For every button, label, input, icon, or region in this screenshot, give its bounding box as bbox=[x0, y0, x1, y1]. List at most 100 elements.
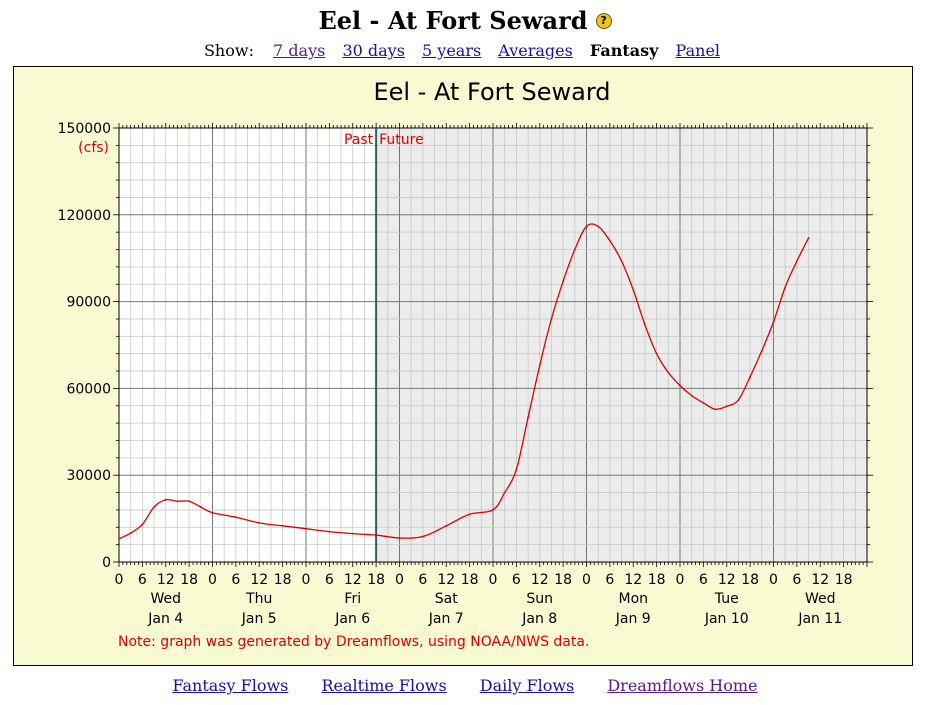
x-hour-label: 0 bbox=[582, 572, 591, 588]
x-hour-label: 6 bbox=[605, 572, 614, 588]
x-day-date: Jan 5 bbox=[241, 611, 277, 627]
data-point bbox=[655, 352, 658, 355]
x-hour-label: 0 bbox=[115, 572, 124, 588]
data-point bbox=[807, 237, 810, 239]
data-point bbox=[199, 506, 202, 508]
footer-link-realtime-flows[interactable]: Realtime Flows bbox=[321, 676, 447, 695]
y-tick-label: 60000 bbox=[66, 381, 111, 397]
x-hour-label: 0 bbox=[302, 572, 311, 588]
y-tick-label: 30000 bbox=[66, 468, 111, 484]
data-point bbox=[164, 498, 167, 501]
data-point bbox=[725, 405, 728, 408]
x-day-date: Jan 11 bbox=[797, 611, 842, 627]
footer-link-dreamflows-home[interactable]: Dreamflows Home bbox=[607, 676, 758, 695]
data-point bbox=[445, 524, 448, 527]
data-point bbox=[129, 532, 132, 534]
data-point bbox=[714, 408, 716, 411]
data-point bbox=[749, 375, 752, 378]
data-point bbox=[679, 384, 681, 387]
data-point bbox=[421, 535, 424, 538]
x-hour-label: 18 bbox=[461, 572, 479, 588]
data-point bbox=[772, 320, 775, 323]
x-hour-label: 0 bbox=[676, 572, 685, 588]
x-hour-label: 6 bbox=[325, 572, 334, 588]
x-day-name: Sun bbox=[526, 591, 553, 607]
data-point bbox=[176, 500, 179, 503]
data-point bbox=[597, 225, 600, 228]
x-day-date: Jan 9 bbox=[615, 611, 651, 627]
x-day-name: Wed bbox=[150, 591, 181, 607]
x-day-name: Wed bbox=[805, 591, 836, 607]
chart-note: Note: graph was generated by Dreamflows,… bbox=[118, 634, 589, 650]
x-day-date: Jan 6 bbox=[334, 611, 370, 627]
data-point bbox=[573, 248, 576, 251]
data-point bbox=[690, 394, 693, 397]
footer-link-daily-flows[interactable]: Daily Flows bbox=[479, 676, 575, 695]
future-label: Future bbox=[379, 132, 424, 148]
x-hour-label: 6 bbox=[699, 572, 708, 588]
data-point bbox=[503, 491, 506, 494]
view-selector: Show: 7 days 30 days 5 years Averages Fa… bbox=[0, 41, 930, 60]
x-hour-label: 6 bbox=[138, 572, 147, 588]
link-30-days[interactable]: 30 days bbox=[342, 41, 405, 60]
link-panel[interactable]: Panel bbox=[675, 41, 721, 60]
x-day-date: Jan 7 bbox=[428, 611, 464, 627]
y-tick-label: 120000 bbox=[58, 208, 111, 224]
data-point bbox=[211, 511, 214, 514]
help-icon[interactable]: ? bbox=[595, 12, 612, 29]
page-title: Eel - At Fort Seward? bbox=[0, 6, 930, 35]
x-hour-label: 18 bbox=[648, 572, 666, 588]
data-point bbox=[527, 416, 529, 419]
link-7-days[interactable]: 7 days bbox=[273, 41, 326, 60]
data-point bbox=[234, 516, 237, 519]
data-point bbox=[644, 323, 646, 326]
x-day-date: Jan 10 bbox=[704, 611, 749, 627]
x-day-name: Fri bbox=[344, 591, 361, 607]
data-point bbox=[305, 527, 307, 530]
x-hour-label: 0 bbox=[208, 572, 217, 588]
x-hour-label: 0 bbox=[489, 572, 498, 588]
data-point bbox=[608, 239, 611, 242]
data-point bbox=[784, 286, 787, 289]
data-point bbox=[550, 318, 553, 320]
data-point bbox=[620, 260, 623, 262]
current-view-fantasy: Fantasy bbox=[589, 41, 659, 60]
data-point bbox=[702, 401, 705, 404]
data-point bbox=[375, 534, 378, 536]
data-point bbox=[632, 289, 635, 291]
link-averages[interactable]: Averages bbox=[498, 41, 573, 60]
y-tick-label: 90000 bbox=[66, 295, 111, 311]
x-hour-label: 18 bbox=[367, 572, 385, 588]
footer-link-fantasy-flows[interactable]: Fantasy Flows bbox=[172, 676, 289, 695]
data-point bbox=[153, 506, 155, 508]
data-point bbox=[328, 530, 331, 533]
data-point bbox=[468, 513, 471, 516]
x-hour-label: 6 bbox=[512, 572, 521, 588]
flow-chart: Eel - At Fort Seward 0300006000090000120… bbox=[58, 78, 873, 650]
data-point bbox=[538, 364, 541, 367]
x-hour-label: 12 bbox=[437, 572, 455, 588]
x-day-name: Mon bbox=[618, 591, 648, 607]
x-hour-label: 12 bbox=[624, 572, 642, 588]
y-tick-label: 150000 bbox=[58, 121, 111, 137]
x-hour-label: 12 bbox=[250, 572, 268, 588]
x-hour-label: 18 bbox=[741, 572, 759, 588]
x-hour-label: 12 bbox=[718, 572, 736, 588]
x-day-date: Jan 8 bbox=[521, 611, 557, 627]
data-point bbox=[492, 509, 494, 511]
data-point bbox=[258, 522, 261, 524]
past-label: Past bbox=[344, 132, 374, 148]
show-label: Show: bbox=[203, 41, 254, 60]
x-hour-label: 12 bbox=[811, 572, 829, 588]
x-day-name: Sat bbox=[435, 591, 458, 607]
data-point bbox=[118, 537, 120, 540]
data-point bbox=[760, 349, 763, 352]
data-point bbox=[562, 280, 565, 283]
y-tick-label: 0 bbox=[102, 555, 111, 571]
x-hour-label: 12 bbox=[157, 572, 175, 588]
y-unit-label: (cfs) bbox=[78, 140, 109, 156]
x-hour-label: 6 bbox=[792, 572, 801, 588]
x-hour-label: 18 bbox=[180, 572, 198, 588]
data-point bbox=[351, 532, 354, 535]
link-5-years[interactable]: 5 years bbox=[422, 41, 482, 60]
